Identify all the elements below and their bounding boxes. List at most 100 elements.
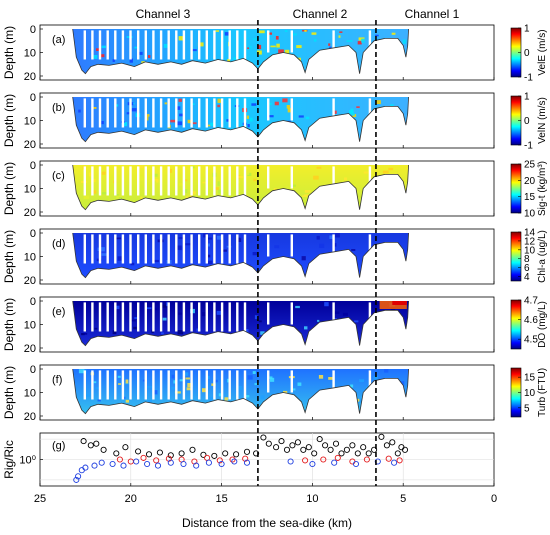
data-gap xyxy=(332,30,335,53)
colorbar-label: VelN (m/s) xyxy=(537,97,548,144)
colorbar-label: VelE (m/s) xyxy=(537,29,548,75)
data-cell xyxy=(214,379,218,383)
data-gap xyxy=(129,98,132,128)
data-cell xyxy=(203,233,208,238)
data-gap xyxy=(332,234,335,257)
data-gap xyxy=(137,166,140,196)
data-cell xyxy=(351,249,356,251)
data-cell xyxy=(218,189,224,194)
x-axis: 25 20 15 10 5 0 Distance from the sea-dike (km… xyxy=(34,483,497,530)
data-gap xyxy=(290,30,293,53)
data-cell xyxy=(217,181,220,186)
scatter-point xyxy=(189,446,196,453)
data-cell xyxy=(112,330,117,335)
data-gap xyxy=(368,166,372,189)
data-gap xyxy=(83,166,86,196)
data-cell xyxy=(252,38,259,40)
data-cell xyxy=(215,30,220,32)
data-cell xyxy=(316,235,320,240)
data-gap xyxy=(205,166,208,196)
data-cell xyxy=(168,168,173,173)
data-gap xyxy=(290,166,293,189)
data-cell xyxy=(333,311,340,314)
y-tick-label: 0 xyxy=(30,92,36,104)
data-cell xyxy=(357,41,362,45)
colorbar-tick-label: 0 xyxy=(524,48,530,59)
data-cell xyxy=(152,390,158,395)
data-cell xyxy=(317,319,320,322)
scatter-point xyxy=(311,450,318,457)
scatter-point xyxy=(122,444,129,451)
scatter-point xyxy=(302,457,309,464)
data-cell xyxy=(260,395,265,400)
data-gap xyxy=(182,370,186,400)
data-cell xyxy=(96,48,102,51)
data-cell xyxy=(218,393,223,397)
data-gap xyxy=(220,302,224,332)
panel-e: 0 10 20 Depth (m) (e) 4.7 4.6 4.5 DO (mg/L) xyxy=(2,296,548,356)
colorbar xyxy=(510,163,522,214)
y-tick-label: 10 xyxy=(24,252,36,264)
y-tick-label: 0 xyxy=(30,364,36,376)
data-gap xyxy=(83,30,86,60)
data-gap xyxy=(267,98,270,121)
data-gap xyxy=(159,30,163,60)
data-cell xyxy=(171,374,175,379)
data-gap xyxy=(144,370,147,400)
scatter-point xyxy=(180,460,187,468)
data-gap xyxy=(121,98,125,128)
y-tick-label: 10 xyxy=(24,116,36,128)
scatter-point xyxy=(233,451,240,458)
data-cell xyxy=(258,30,265,34)
scatter-point xyxy=(389,439,396,446)
colorbar-tick-label: 4.6 xyxy=(524,315,538,326)
scatter-point xyxy=(360,444,367,451)
data-cell xyxy=(260,331,265,335)
panel-label: (d) xyxy=(52,238,65,250)
y-tick-label: 0 xyxy=(30,228,36,240)
data-cell xyxy=(190,103,195,105)
data-gap xyxy=(198,166,201,196)
data-gap xyxy=(91,98,94,128)
data-cell xyxy=(126,112,130,115)
data-cell xyxy=(125,379,129,384)
colorbar-label: DO (mg/L) xyxy=(537,301,548,348)
data-cell xyxy=(183,372,189,376)
data-cell xyxy=(124,382,131,385)
scatter-point xyxy=(100,446,107,453)
data-cell xyxy=(256,50,262,55)
data-cell xyxy=(269,376,273,380)
panel-label: (a) xyxy=(52,34,65,46)
data-cell xyxy=(245,195,250,198)
data-gap xyxy=(243,302,247,332)
data-gap xyxy=(175,166,178,196)
data-cell xyxy=(83,333,88,335)
data-gap xyxy=(213,302,216,332)
data-cell xyxy=(292,33,297,36)
data-cell xyxy=(270,377,275,382)
data-gap xyxy=(137,30,140,60)
data-gap xyxy=(106,166,109,196)
data-cell xyxy=(162,317,167,321)
scatter-point xyxy=(289,442,296,449)
data-cell xyxy=(253,178,257,182)
data-cell xyxy=(304,194,310,197)
colorbar-tick-label: 1 xyxy=(524,24,530,35)
scatter-point xyxy=(80,438,87,445)
data-cell xyxy=(134,46,139,49)
scatter-point xyxy=(75,473,82,480)
data-cell xyxy=(318,375,324,379)
data-gap xyxy=(121,30,125,60)
data-cell xyxy=(305,116,310,120)
data-cell xyxy=(191,166,195,169)
y-tick-label: 10 xyxy=(24,48,36,60)
data-gap xyxy=(228,370,231,400)
scatter-point xyxy=(87,442,94,449)
data-gap xyxy=(205,302,208,332)
y-axis-label: Depth (m) xyxy=(2,230,16,283)
data-gap xyxy=(228,98,231,128)
data-cell xyxy=(178,98,182,102)
data-cell xyxy=(359,379,365,383)
data-cell xyxy=(247,375,253,380)
